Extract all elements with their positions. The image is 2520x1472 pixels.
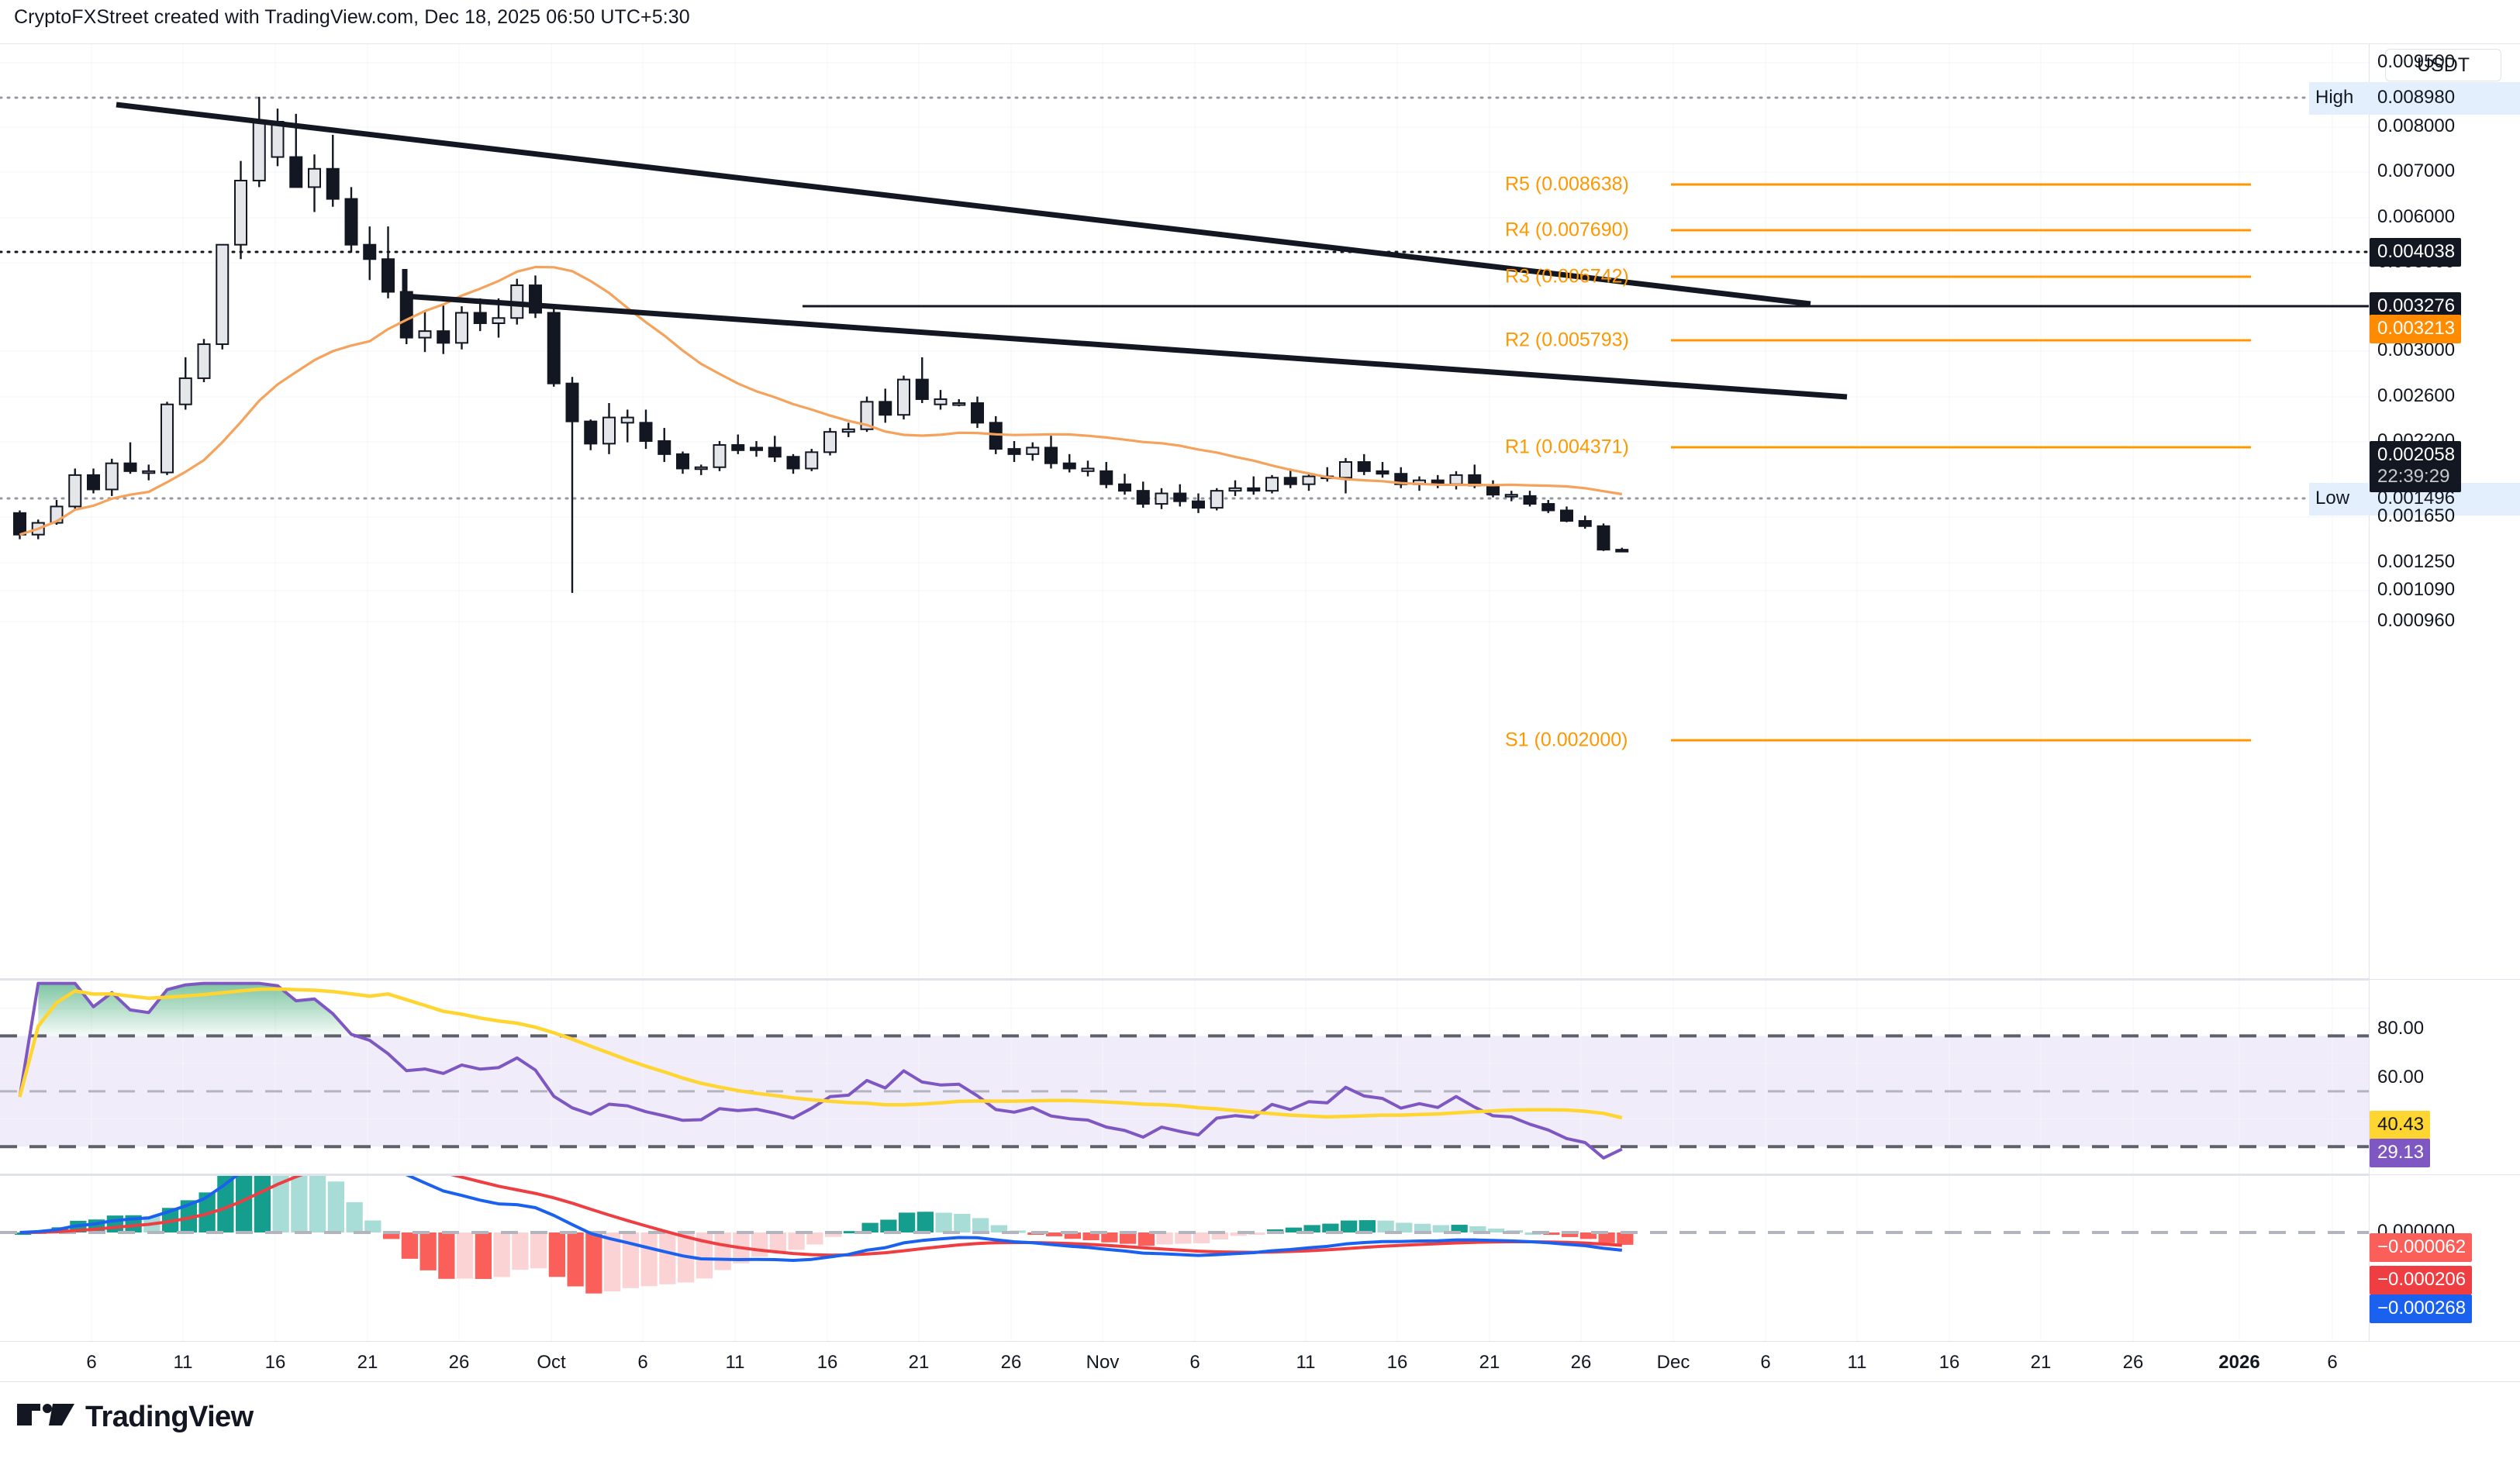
- price-tick: 0.000960: [2377, 610, 2456, 631]
- time-label: 6: [1189, 1352, 1200, 1373]
- time-label: 2026: [2218, 1352, 2260, 1373]
- time-label: 11: [725, 1352, 745, 1373]
- pivot-label-r3: R3 (0.006742): [1505, 265, 1629, 288]
- time-label: 26: [1000, 1352, 1022, 1373]
- time-label: Nov: [1086, 1352, 1120, 1373]
- rsi-badge-purple: 29.13: [2370, 1139, 2431, 1168]
- time-label: 21: [1479, 1352, 1500, 1373]
- time-label: Oct: [537, 1352, 566, 1373]
- highlight-word: High: [2315, 87, 2354, 108]
- badge-countdown: 22:39:29: [2377, 466, 2450, 488]
- highlight-value: 0.008980: [2377, 87, 2456, 108]
- price-badge-orange: 0.003213: [2370, 315, 2462, 344]
- currency-pill[interactable]: USDT: [2385, 49, 2501, 81]
- time-label: 16: [264, 1352, 286, 1373]
- pivot-label-r2: R2 (0.005793): [1505, 329, 1629, 351]
- pivot-label-r5: R5 (0.008638): [1505, 173, 1629, 195]
- time-label: 26: [1570, 1352, 1592, 1373]
- tradingview-wordmark: TradingView: [85, 1401, 254, 1433]
- scale-divider-macd: [2370, 1174, 2520, 1175]
- rsi-badge-yellow: 40.43: [2370, 1111, 2431, 1140]
- pivot-label-r4: R4 (0.007690): [1505, 219, 1629, 241]
- tradingview-mark-icon: [17, 1403, 74, 1425]
- time-scale[interactable]: 6 11 16 21 26 Oct 6 11 16 21 26 Nov 6 11 16 21 26 Dec 6 11 1…: [0, 1341, 2520, 1382]
- price-tick: 0.002600: [2377, 385, 2456, 406]
- highlight-word: Low: [2315, 488, 2350, 508]
- tradingview-logo[interactable]: TradingView: [17, 1401, 254, 1434]
- rsi-tick: 80.00: [2377, 1018, 2425, 1039]
- macd-badge-red: −0.000206: [2370, 1266, 2473, 1295]
- price-scale[interactable]: USDT High 0.008980 Low 0.001496 0.009500 0.00…: [2309, 44, 2520, 1341]
- badge-value: 0.004038: [2377, 241, 2456, 262]
- rsi-chart-canvas[interactable]: [0, 981, 2369, 1174]
- time-label: 11: [173, 1352, 193, 1373]
- time-label: 6: [86, 1352, 97, 1373]
- macd-chart-canvas[interactable]: [0, 1176, 2369, 1341]
- attribution-text: CryptoFXStreet created with TradingView.…: [14, 6, 690, 28]
- time-label: 16: [816, 1352, 838, 1373]
- price-chart-canvas[interactable]: [0, 44, 2369, 979]
- macd-badge-blue: −0.000268: [2370, 1294, 2473, 1324]
- footer-bar: TradingView: [0, 1381, 2520, 1472]
- price-tick: 0.001090: [2377, 579, 2456, 600]
- badge-value: 0.003276: [2377, 295, 2456, 316]
- price-tick: 0.007000: [2377, 160, 2456, 181]
- pane-separator-rsi: [0, 978, 2369, 981]
- time-label: 26: [448, 1352, 470, 1373]
- macd-badge-redlite: −0.000062: [2370, 1233, 2473, 1263]
- time-label: 21: [357, 1352, 378, 1373]
- time-label: 6: [2327, 1352, 2338, 1373]
- badge-value: 0.003213: [2377, 318, 2456, 339]
- time-label: 11: [1296, 1352, 1316, 1373]
- price-badge-black: 0.002058 22:39:29: [2370, 441, 2462, 492]
- pivot-label-r1: R1 (0.004371): [1505, 436, 1629, 458]
- pivot-label-s1: S1 (0.002000): [1505, 729, 1628, 751]
- time-label: 16: [1386, 1352, 1408, 1373]
- time-label: 6: [1760, 1352, 1771, 1373]
- price-badge-black: 0.004038: [2370, 238, 2462, 267]
- rsi-pane[interactable]: [0, 981, 2369, 1174]
- rsi-tick: 60.00: [2377, 1067, 2425, 1088]
- price-scale-highlight-high: High 0.008980: [2309, 82, 2520, 115]
- header-divider: [0, 43, 2520, 44]
- price-tick: 0.006000: [2377, 206, 2456, 227]
- time-label: 21: [2030, 1352, 2052, 1373]
- badge-value: 0.002058: [2377, 444, 2456, 465]
- price-tick: 0.009500: [2377, 51, 2456, 72]
- price-tick: 0.001650: [2377, 505, 2456, 526]
- price-pane[interactable]: R5 (0.008638) R4 (0.007690) R3 (0.006742) R…: [0, 44, 2369, 979]
- price-tick: 0.001250: [2377, 551, 2456, 572]
- scale-divider-rsi: [2370, 979, 2520, 980]
- time-label: Dec: [1656, 1352, 1690, 1373]
- time-label: 26: [2122, 1352, 2144, 1373]
- price-tick: 0.008000: [2377, 115, 2456, 136]
- time-label: 11: [1847, 1352, 1867, 1373]
- time-label: 16: [1938, 1352, 1960, 1373]
- currency-label: USDT: [2416, 53, 2470, 76]
- macd-pane[interactable]: [0, 1176, 2369, 1341]
- time-label: 21: [908, 1352, 930, 1373]
- pivot-label-s2: S2 (0.001051): [1505, 976, 1628, 980]
- time-label: 6: [637, 1352, 648, 1373]
- pane-separator-macd: [0, 1174, 2369, 1176]
